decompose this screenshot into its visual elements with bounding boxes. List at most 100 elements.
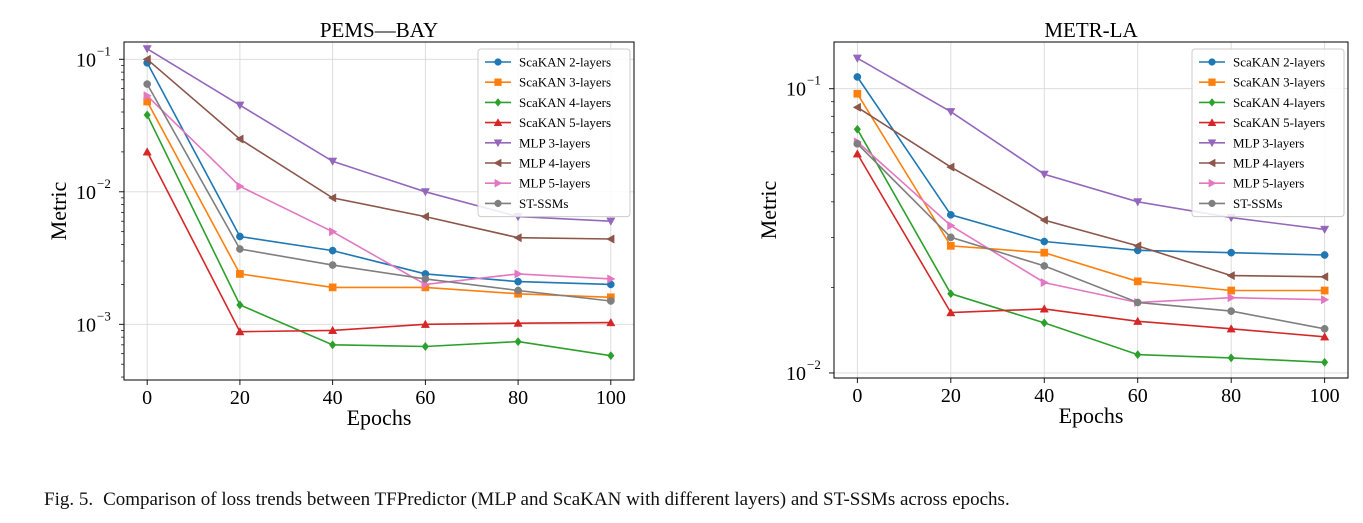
panel-metr-la-xlabel: Epochs [1059, 403, 1124, 428]
legend-item: ScaKAN 4-layers [485, 95, 611, 110]
data-point [1039, 215, 1048, 225]
legend-item: ScaKAN 2-layers [1199, 55, 1325, 70]
series-line [856, 141, 1325, 304]
y-tick-exponent: −2 [97, 176, 111, 191]
series-line [857, 57, 1325, 231]
legend-item: ScaKAN 5-layers [1199, 115, 1325, 130]
x-tick-label: 80 [1221, 385, 1241, 407]
data-point [853, 124, 861, 134]
data-point [420, 319, 430, 328]
legend-item: MLP 5-layers [485, 176, 590, 191]
legend-marker [493, 118, 503, 126]
data-point [1227, 286, 1236, 295]
data-point [1320, 324, 1329, 333]
data-point [1320, 286, 1329, 295]
series-line [146, 95, 611, 286]
x-tick-label: 0 [142, 387, 152, 409]
data-point [235, 134, 244, 144]
data-point [1320, 225, 1330, 235]
legend-item: MLP 3-layers [485, 135, 590, 150]
data-point [946, 108, 956, 117]
data-point [947, 221, 956, 231]
series-line [146, 114, 611, 357]
legend-item: MLP 4-layers [1199, 156, 1304, 171]
legend-marker [1208, 199, 1216, 208]
x-tick-label: 100 [596, 387, 626, 409]
data-point [946, 162, 955, 172]
data-point [853, 139, 862, 148]
data-point [329, 227, 338, 237]
panel-pems-bay-ylabel: Metric [46, 181, 71, 240]
legend-label: ScaKAN 3-layers [1233, 75, 1325, 90]
data-point [1040, 248, 1049, 257]
legend-item: MLP 3-layers [1199, 135, 1304, 150]
series-line [146, 101, 611, 299]
series-line [856, 143, 1325, 330]
data-point [607, 274, 616, 284]
data-point [1133, 277, 1142, 286]
figure-caption: Fig. 5. Comparison of loss trends between… [44, 489, 1010, 511]
legend-item: ScaKAN 3-layers [1199, 75, 1325, 90]
data-point [1320, 332, 1330, 341]
legend-marker [494, 78, 502, 86]
legend-marker [494, 58, 502, 66]
series-scakan-4-layers [853, 124, 1329, 367]
data-point [1321, 357, 1329, 367]
data-point [421, 341, 429, 352]
data-point [236, 181, 245, 191]
y-tick-exponent: −1 [807, 73, 821, 88]
series-scakan-4-layers [143, 110, 615, 361]
legend-item: ScaKAN 4-layers [1199, 95, 1325, 110]
data-point [1321, 295, 1330, 305]
series-line [856, 153, 1325, 338]
legend-label: MLP 4-layers [1233, 156, 1304, 171]
legend-label: ScaKAN 4-layers [1233, 95, 1325, 110]
x-tick-label: 60 [1128, 385, 1148, 407]
data-point [328, 325, 338, 334]
caption-text: Comparison of loss trends between TFPred… [103, 489, 1010, 510]
y-tick-exponent: −1 [97, 43, 111, 58]
data-point [1226, 324, 1236, 333]
data-point [328, 157, 338, 166]
legend-item: MLP 5-layers [1199, 176, 1304, 191]
legend-box [477, 48, 631, 218]
data-point [421, 275, 430, 283]
legend-item: ScaKAN 3-layers [485, 75, 611, 90]
panel-metr-la-title: METR-LA [1044, 18, 1138, 42]
series-mlp-3-layers [142, 45, 616, 226]
x-tick-label: 20 [230, 387, 250, 409]
y-tick-exponent: −2 [807, 357, 821, 372]
series-line [146, 151, 611, 333]
data-point [853, 73, 862, 81]
data-point [1133, 298, 1142, 307]
y-tick-label: 10 [76, 49, 96, 71]
data-point [852, 149, 862, 158]
legend-box [1191, 48, 1345, 218]
series-line [856, 128, 1325, 364]
panel-metr-la-legend: ScaKAN 2-layers ScaKAN 3-layers ScaKAN 4-l… [1191, 48, 1345, 218]
x-tick-label: 100 [1310, 385, 1340, 407]
legend-item: ScaKAN 2-layers [485, 55, 611, 70]
data-point [853, 89, 862, 98]
legend-label: MLP 3-layers [519, 135, 590, 150]
data-point [420, 212, 429, 222]
data-point [235, 327, 245, 336]
data-point [606, 317, 616, 327]
data-point [946, 210, 955, 219]
x-tick-label: 80 [508, 387, 528, 409]
data-point [236, 270, 244, 278]
legend-label: ScaKAN 2-layers [519, 55, 611, 70]
y-tick-label: 10 [786, 79, 806, 101]
legend-label: ScaKAN 5-layers [519, 115, 611, 130]
legend-label: MLP 4-layers [519, 156, 590, 171]
data-point [946, 233, 955, 242]
legend-label: ScaKAN 2-layers [1233, 55, 1325, 70]
legend-item: ScaKAN 5-layers [485, 115, 611, 130]
panel-metr-la-ylabel: Metric [756, 180, 781, 239]
legend-marker [494, 98, 502, 107]
x-tick-label: 40 [323, 387, 343, 409]
data-point [143, 80, 152, 88]
data-point [328, 246, 337, 255]
data-point [1319, 272, 1329, 282]
